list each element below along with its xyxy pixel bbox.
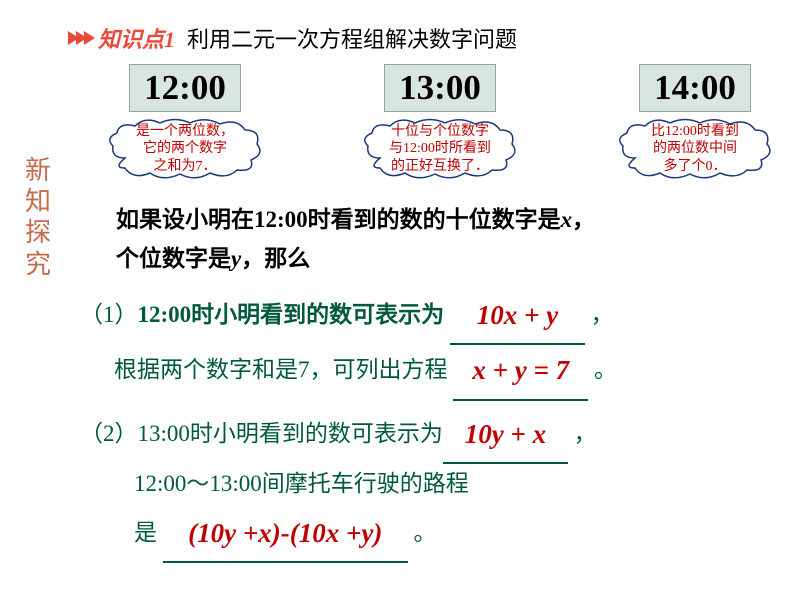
q2-comma: ，: [574, 421, 597, 446]
question-2: （2）13:00时小明看到的数可表示为10y + x ， 12:00～13:00…: [80, 407, 760, 561]
clock-col: 13:00 十位与个位数字与12:00时所看到的正好互换了．: [360, 64, 520, 180]
q2-label: （2）: [80, 421, 138, 446]
kp-label: 知识点1: [98, 22, 175, 54]
sidebar-label: 新 知 探 究: [25, 155, 51, 280]
cloud-text: 十位与个位数字与12:00时所看到的正好互换了．: [389, 123, 491, 176]
q1-comma: ，: [591, 302, 614, 327]
sidebar-char: 知: [25, 186, 51, 217]
intro-line2-post: ，那么: [241, 246, 310, 271]
clock-col: 14:00 比12:00时看到的两位数中间多了个0．: [615, 64, 775, 180]
q1-period: 。: [594, 357, 617, 382]
clock-time: 12:00: [129, 64, 241, 112]
cloud-text: 比12:00时看到的两位数中间多了个0．: [651, 123, 739, 176]
content-body: 如果设小明在12:00时看到的数的十位数字是x， 个位数字是y，那么 （1）12…: [80, 200, 760, 561]
cloud-bubble: 十位与个位数字与12:00时所看到的正好互换了．: [360, 118, 520, 180]
sidebar-char: 新: [25, 155, 51, 186]
knowledge-point-header: 知识点1 利用二元一次方程组解决数字问题: [68, 22, 517, 54]
cloud-text: 是一个两位数，它的两个数字之和为7．: [136, 123, 234, 176]
q1-line2-pre: 根据两个数字和是7，可列出方程: [114, 357, 448, 382]
clocks-row: 12:00 是一个两位数，它的两个数字之和为7． 13:00 十位与个位数字与1…: [105, 64, 775, 180]
q2-blank2: (10y +x)-(10x +y): [163, 508, 408, 563]
var-x: x: [561, 207, 573, 232]
sidebar-char: 探: [25, 217, 51, 248]
clock-time: 13:00: [384, 64, 496, 112]
intro-line1-post: ，: [572, 207, 595, 232]
intro-line2-pre: 个位数字是: [116, 246, 231, 271]
sidebar-char: 究: [25, 249, 51, 280]
q1-blank1: 10x + y: [450, 290, 585, 345]
cloud-bubble: 比12:00时看到的两位数中间多了个0．: [615, 118, 775, 180]
arrow-icon: [68, 31, 92, 45]
q1-blank2: x + y = 7: [453, 345, 588, 400]
intro-text: 如果设小明在12:00时看到的数的十位数字是x， 个位数字是y，那么: [116, 200, 760, 278]
question-1: （1）12:00时小明看到的数可表示为 10x + y ， 根据两个数字和是7，…: [80, 288, 760, 399]
var-y: y: [231, 246, 241, 271]
q1-label: （1）: [80, 302, 138, 327]
q2-blank1: 10y + x: [443, 409, 568, 464]
clock-time: 14:00: [639, 64, 751, 112]
q2-line2: 12:00～13:00间摩托车行驶的路程: [134, 471, 469, 496]
cloud-bubble: 是一个两位数，它的两个数字之和为7．: [105, 118, 265, 180]
q2-period: 。: [414, 520, 437, 545]
q2-part1: 13:00时小明看到的数可表示为: [138, 421, 443, 446]
q2-line3-pre: 是: [134, 520, 157, 545]
clock-col: 12:00 是一个两位数，它的两个数字之和为7．: [105, 64, 265, 180]
q1-part1: 12:00时小明看到的数可表示为: [138, 302, 445, 327]
intro-line1-pre: 如果设小明在12:00时看到的数的十位数字是: [116, 207, 561, 232]
kp-title: 利用二元一次方程组解决数字问题: [187, 22, 517, 54]
